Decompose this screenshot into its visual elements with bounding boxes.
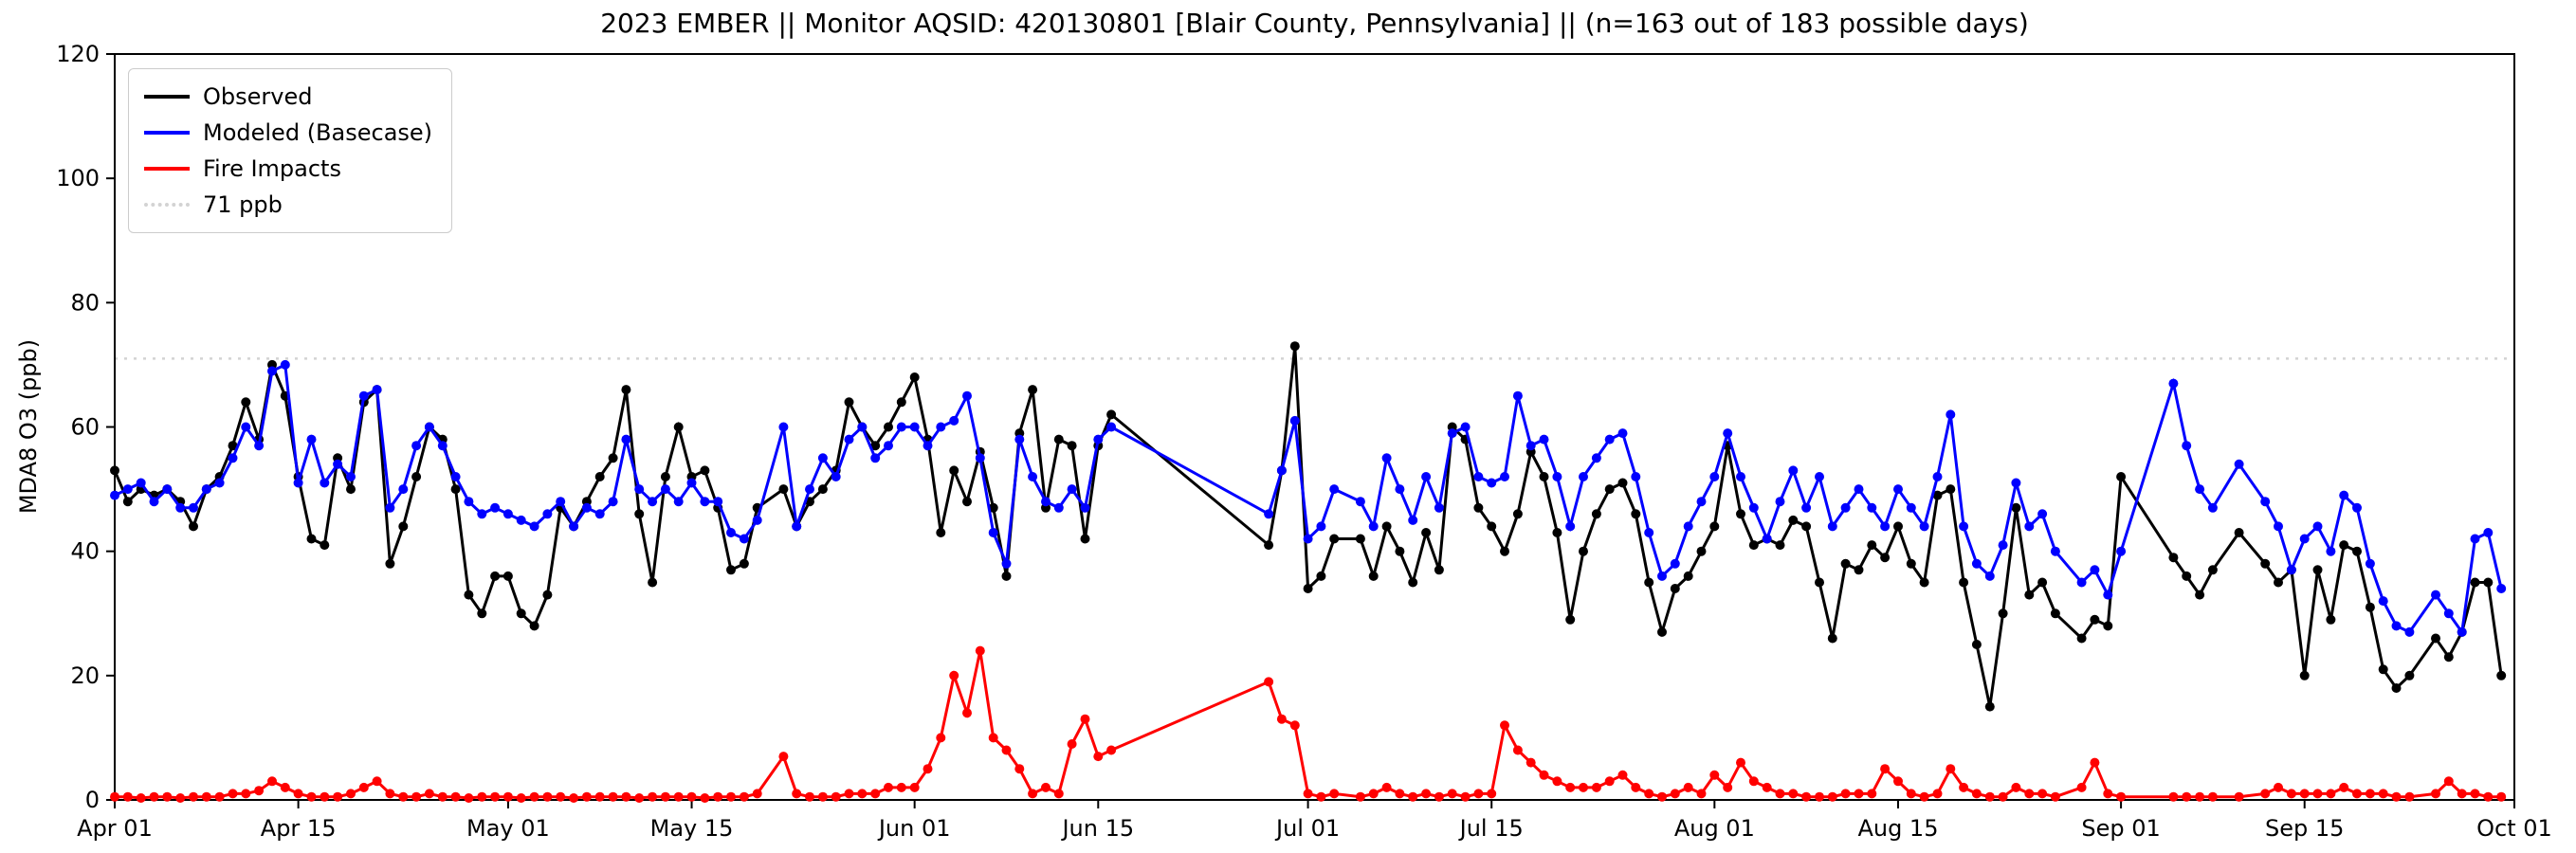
x-tick-label: Sep 15 <box>2265 815 2344 842</box>
y-tick-label: 20 <box>70 662 100 689</box>
legend-label-threshold: 71 ppb <box>203 191 283 218</box>
line-fire <box>115 650 2502 800</box>
x-tick-label: Aug 15 <box>1857 815 1938 842</box>
y-tick-label: 120 <box>56 41 100 67</box>
series-modeled <box>110 359 2507 637</box>
y-tick-label: 60 <box>70 414 100 441</box>
x-tick-label: Apr 15 <box>261 815 337 842</box>
legend-item-fire: Fire Impacts <box>144 151 432 187</box>
legend-label-fire: Fire Impacts <box>203 155 341 182</box>
x-tick-label: Sep 01 <box>2081 815 2160 842</box>
axes-border <box>114 53 2515 801</box>
fire-line-swatch <box>144 167 190 171</box>
x-tick-label: Oct 01 <box>2476 815 2552 842</box>
y-tick-label: 80 <box>70 289 100 316</box>
x-axis-ticks: Apr 01 Apr 15 May 01 May 15 Jun 01 Jun 15 Jul … <box>77 800 2552 842</box>
legend-item-observed: Observed <box>144 79 432 115</box>
chart-title: 2023 EMBER || Monitor AQSID: 420130801 [… <box>600 8 2029 39</box>
x-tick-label: Aug 01 <box>1674 815 1755 842</box>
y-axis-ticks: 0 20 40 60 80 100 120 <box>56 41 115 813</box>
threshold-line-swatch <box>144 203 190 207</box>
legend: Observed Modeled (Basecase) Fire Impacts… <box>128 68 453 233</box>
modeled-line-swatch <box>144 131 190 135</box>
legend-label-observed: Observed <box>203 83 313 110</box>
legend-item-modeled: Modeled (Basecase) <box>144 115 432 151</box>
x-tick-label: Jul 01 <box>1274 815 1340 842</box>
x-tick-label: May 15 <box>650 815 734 842</box>
y-tick-label: 40 <box>70 538 100 565</box>
y-tick-label: 100 <box>56 165 100 191</box>
x-tick-label: Jun 01 <box>877 815 951 842</box>
series-fire <box>110 645 2507 803</box>
observed-line-swatch <box>144 95 190 99</box>
x-tick-label: May 01 <box>466 815 550 842</box>
x-tick-label: Jun 15 <box>1060 815 1134 842</box>
legend-label-modeled: Modeled (Basecase) <box>203 119 433 146</box>
x-tick-label: Apr 01 <box>77 815 153 842</box>
x-tick-label: Jul 15 <box>1458 815 1524 842</box>
y-tick-label: 0 <box>85 787 100 813</box>
legend-item-threshold: 71 ppb <box>144 187 432 223</box>
